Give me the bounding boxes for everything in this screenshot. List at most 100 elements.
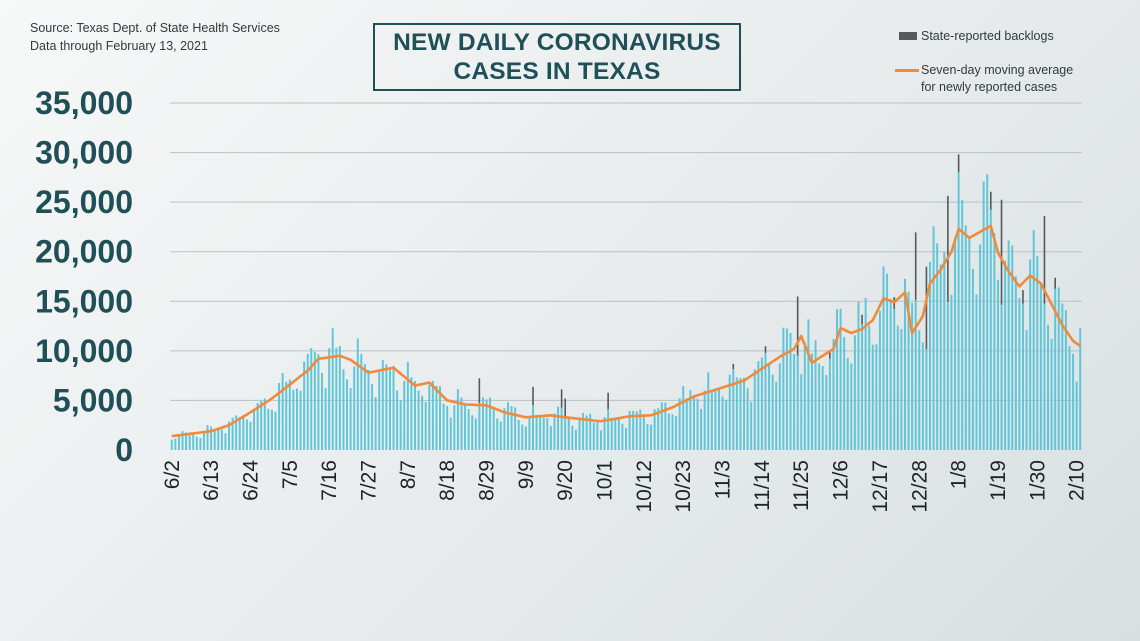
daily-case-bar <box>313 351 316 450</box>
daily-case-bar <box>439 386 442 450</box>
daily-case-bar <box>177 436 180 450</box>
daily-case-bar <box>857 301 860 450</box>
daily-case-bar <box>292 389 295 450</box>
daily-case-bar <box>442 403 445 450</box>
x-tick-label: 8/7 <box>397 460 420 489</box>
backlog-bar <box>607 392 609 410</box>
daily-case-bar <box>639 409 642 450</box>
daily-case-bar <box>911 302 914 450</box>
daily-case-bar <box>878 310 881 450</box>
daily-case-bar <box>1075 381 1078 450</box>
backlog-bar <box>1054 277 1056 289</box>
daily-case-bar <box>903 278 906 450</box>
daily-case-bar <box>546 417 549 450</box>
daily-case-bar <box>342 369 345 450</box>
daily-case-bar <box>582 412 585 450</box>
daily-case-bar <box>889 298 892 450</box>
y-tick-label: 5,000 <box>53 382 133 418</box>
backlog-bar <box>925 266 928 350</box>
daily-case-bar <box>957 172 960 450</box>
backlog-bar <box>1000 199 1003 305</box>
daily-case-bar <box>828 358 831 450</box>
source-note: Source: Texas Dept. of State Health Serv… <box>30 19 280 55</box>
daily-case-bar <box>428 384 431 450</box>
daily-case-bar <box>510 406 513 450</box>
daily-case-bar <box>918 330 921 450</box>
daily-case-bar <box>964 225 967 450</box>
x-tick-label: 7/27 <box>357 460 380 501</box>
daily-case-bar <box>213 429 216 450</box>
daily-case-bar <box>650 424 653 450</box>
daily-case-bar <box>174 438 177 450</box>
daily-case-bar <box>1061 303 1064 450</box>
daily-case-bar <box>696 398 699 450</box>
daily-case-bar <box>220 429 223 450</box>
daily-case-bar <box>710 389 713 450</box>
daily-case-bar <box>235 415 238 450</box>
daily-case-bar <box>542 417 545 450</box>
daily-case-bar <box>535 415 538 450</box>
daily-case-bar <box>660 402 663 450</box>
daily-case-bar <box>1054 288 1057 450</box>
daily-case-bar <box>1050 338 1053 450</box>
daily-case-bar <box>836 309 838 450</box>
daily-case-bar <box>185 432 188 450</box>
daily-case-bar <box>385 364 388 450</box>
daily-case-bar <box>800 374 803 450</box>
daily-case-bar <box>850 363 853 450</box>
legend-backlog-label: State-reported backlogs <box>921 29 1054 43</box>
daily-case-bar <box>814 340 817 450</box>
x-tick-label: 11/14 <box>751 460 774 511</box>
daily-case-bar <box>503 408 506 450</box>
daily-case-bar <box>453 405 456 450</box>
daily-case-bar <box>853 335 856 450</box>
y-tick-label: 25,000 <box>35 184 133 220</box>
daily-case-bar <box>1032 230 1035 450</box>
daily-case-bar <box>617 418 620 450</box>
daily-case-bar <box>692 395 695 450</box>
daily-case-bar <box>471 415 474 450</box>
daily-case-bar <box>782 327 785 450</box>
daily-case-bar <box>979 244 982 450</box>
daily-case-bar <box>431 380 434 450</box>
daily-case-bar <box>832 339 835 450</box>
x-tick-label: 8/29 <box>476 460 499 501</box>
daily-case-bar <box>725 399 728 450</box>
daily-case-bar <box>628 410 631 450</box>
daily-case-bar <box>757 361 760 450</box>
daily-case-bar <box>295 388 298 450</box>
daily-case-bar <box>321 372 323 450</box>
backlog-bar <box>990 191 992 210</box>
daily-case-bar <box>188 432 191 450</box>
daily-case-bar <box>596 422 599 450</box>
daily-case-bar <box>768 363 771 450</box>
x-tick-label: 10/1 <box>594 460 617 501</box>
legend-backlog-swatch <box>899 32 917 40</box>
x-tick-label: 9/20 <box>554 460 577 501</box>
daily-case-bar <box>821 366 824 450</box>
daily-case-bar <box>363 364 366 450</box>
daily-case-bar <box>893 308 896 450</box>
x-tick-label: 10/23 <box>672 460 695 513</box>
daily-case-bar <box>260 400 263 450</box>
backlog-bar <box>947 195 949 302</box>
x-tick-label: 7/5 <box>279 460 302 489</box>
daily-case-bar <box>306 353 309 450</box>
daily-case-bar <box>281 373 284 450</box>
daily-case-bar <box>671 414 674 450</box>
backlog-bar <box>478 378 481 403</box>
daily-case-bar <box>1068 346 1071 450</box>
daily-case-bar <box>1014 276 1017 450</box>
daily-case-bar <box>1036 255 1039 450</box>
moving-average-path <box>171 224 1081 438</box>
daily-case-bar <box>224 433 227 450</box>
daily-case-bar <box>657 408 660 450</box>
x-tick-label: 9/9 <box>515 460 538 489</box>
daily-case-bar <box>560 407 563 450</box>
daily-case-bar <box>270 409 273 450</box>
daily-case-bar <box>861 324 864 450</box>
daily-case-bar <box>700 408 703 450</box>
backlog-bar <box>957 154 960 173</box>
daily-case-bar <box>603 417 606 450</box>
daily-case-bar <box>263 398 266 450</box>
